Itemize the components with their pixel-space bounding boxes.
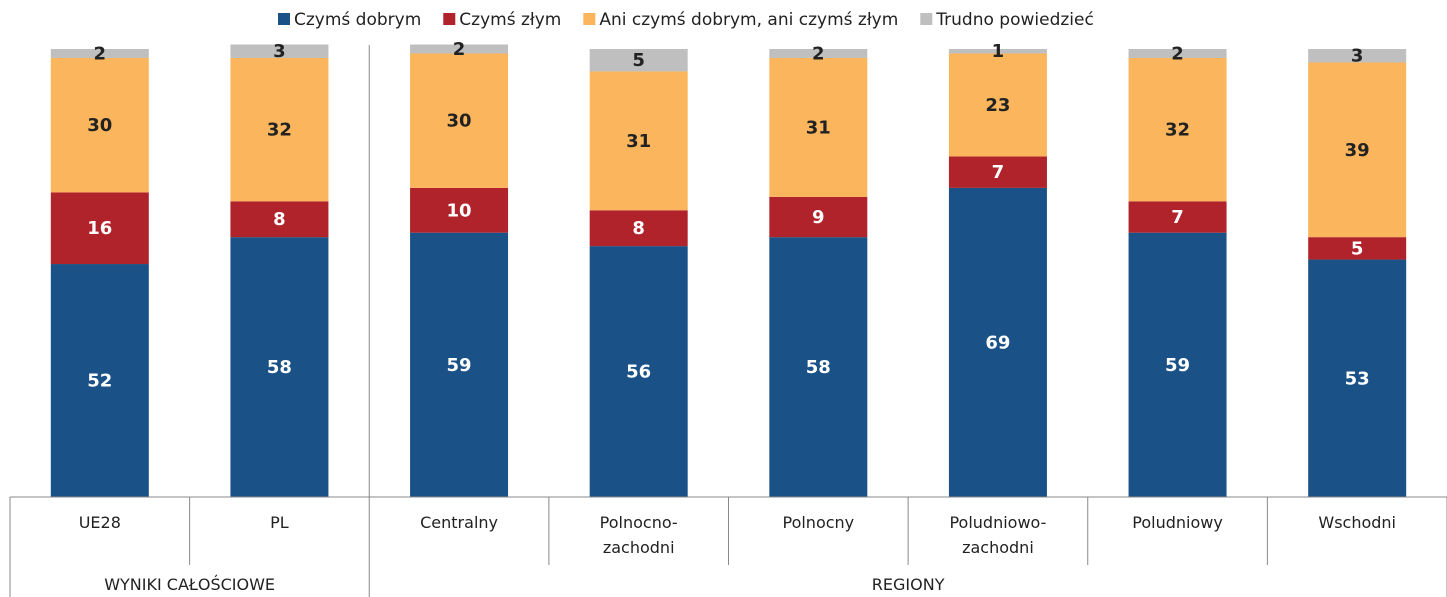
bar-segment: [769, 57, 868, 197]
value-label: 32: [267, 120, 292, 141]
value-label: 31: [626, 131, 651, 152]
x-tick-label: Polnocno-zachodni: [599, 513, 678, 557]
value-label: 53: [1345, 368, 1370, 389]
legend-label: Czymś złym: [459, 10, 561, 30]
value-label: 2: [94, 43, 107, 64]
legend-label: Ani czymś dobrym, ani czymś złym: [599, 10, 898, 30]
bar-segment: [410, 232, 509, 497]
bar-segment: [230, 44, 329, 58]
legend-swatch: [278, 13, 290, 25]
group-label: WYNIKI CAŁOŚCIOWE: [104, 575, 276, 594]
bar-segment: [50, 49, 149, 58]
bar-segment: [948, 53, 1047, 157]
value-label: 5: [1351, 238, 1364, 259]
value-label: 30: [447, 111, 472, 132]
x-tick-label: Polnocny: [782, 513, 855, 532]
bar-segment: [589, 49, 688, 72]
bar-segment: [1308, 259, 1407, 497]
bar-segment: [50, 57, 149, 193]
bar-segment: [1308, 62, 1407, 238]
legend-label: Trudno powiedzieć: [935, 10, 1094, 30]
value-label: 31: [806, 117, 831, 138]
value-label: 7: [992, 162, 1005, 183]
bar-segment: [948, 49, 1047, 54]
bar-segment: [769, 49, 868, 58]
value-label: 3: [1351, 46, 1364, 67]
bar-segment: [769, 196, 868, 238]
value-label: 8: [632, 218, 645, 239]
bar-segment: [50, 264, 149, 497]
bar-segment: [948, 156, 1047, 188]
value-label: 69: [985, 332, 1010, 353]
value-label: 16: [87, 218, 112, 239]
legend-swatch: [920, 13, 933, 25]
bar-segment: [589, 210, 688, 247]
x-tick-label: Poludniowy: [1132, 513, 1223, 532]
x-tick-label: UE28: [78, 513, 121, 532]
bar-segment: [50, 192, 149, 265]
bar-segment: [589, 246, 688, 497]
x-tick-label: Wschodni: [1318, 513, 1396, 532]
bar-segment: [1128, 232, 1227, 497]
legend-swatch: [583, 13, 596, 25]
bar-segment: [1308, 49, 1407, 63]
x-tick-label: Centralny: [420, 513, 498, 532]
bar-segment: [589, 71, 688, 211]
value-label: 52: [87, 371, 112, 392]
group-label: REGIONY: [871, 575, 945, 594]
bar-segment: [410, 187, 509, 233]
bar-segment: [1128, 201, 1227, 233]
bar-segment: [230, 237, 329, 497]
x-tick-label: Poludniowo-zachodni: [949, 513, 1047, 557]
bar-segment: [769, 237, 868, 497]
value-label: 9: [812, 207, 825, 228]
bar-segment: [410, 53, 509, 188]
value-label: 23: [985, 95, 1010, 116]
value-label: 1: [992, 41, 1005, 62]
bar-segment: [948, 187, 1047, 497]
value-label: 2: [812, 43, 825, 64]
bar-segment: [1308, 237, 1407, 260]
value-label: 10: [447, 200, 472, 221]
value-label: 5: [632, 50, 645, 71]
value-label: 59: [447, 355, 472, 376]
legend-label: Czymś dobrym: [294, 10, 421, 30]
value-label: 39: [1345, 140, 1370, 161]
value-label: 8: [273, 209, 286, 230]
bar-segment: [1128, 57, 1227, 202]
x-tick-label: PL: [270, 513, 289, 532]
value-label: 3: [273, 41, 286, 62]
value-label: 32: [1165, 120, 1190, 141]
value-label: 56: [626, 362, 651, 383]
bar-segment: [230, 201, 329, 238]
value-label: 7: [1171, 207, 1184, 228]
value-label: 30: [87, 115, 112, 136]
legend-swatch: [443, 13, 456, 25]
value-label: 2: [453, 39, 466, 60]
bar-segment: [1128, 49, 1227, 58]
value-label: 2: [1171, 43, 1184, 64]
bar-segment: [410, 44, 509, 54]
value-label: 58: [267, 357, 292, 378]
bar-segment: [230, 57, 329, 202]
value-label: 59: [1165, 355, 1190, 376]
value-label: 58: [806, 357, 831, 378]
